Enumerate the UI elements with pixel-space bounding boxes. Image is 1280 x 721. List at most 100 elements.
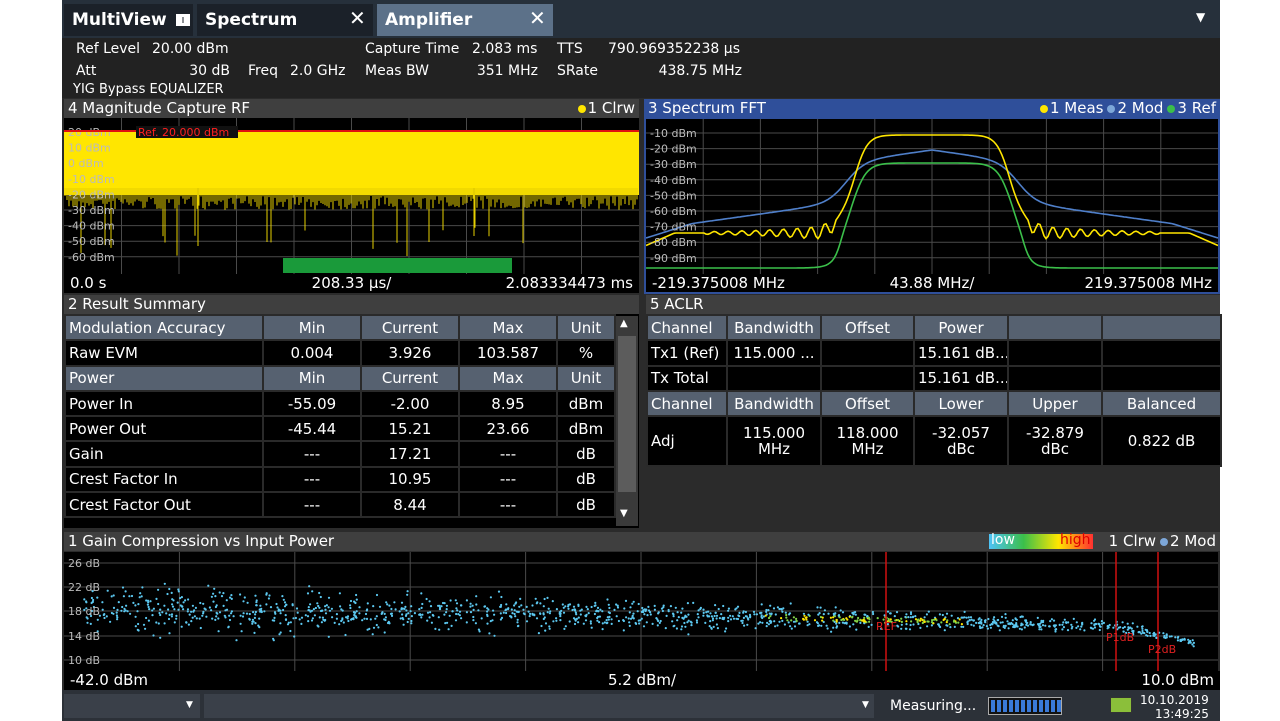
scatter-point bbox=[168, 632, 171, 635]
marker-label: P2dB bbox=[1148, 643, 1176, 656]
scatter-point bbox=[585, 605, 588, 608]
scatter-point bbox=[398, 610, 401, 613]
scatter-point bbox=[909, 623, 912, 627]
scroll-up[interactable]: ▲ bbox=[620, 318, 628, 329]
table-cell: dBm bbox=[556, 415, 616, 443]
scatter-point bbox=[917, 622, 920, 626]
scatter-point bbox=[773, 620, 776, 623]
scatter-point bbox=[998, 629, 1001, 632]
scatter-point bbox=[1015, 623, 1018, 626]
dropdown[interactable] bbox=[204, 694, 874, 718]
scatter-point bbox=[586, 608, 589, 611]
scatter-point bbox=[1122, 626, 1125, 630]
scatter-point bbox=[1094, 622, 1097, 626]
scatter-point bbox=[590, 605, 593, 609]
scatter-point bbox=[862, 618, 865, 621]
scatter-point bbox=[854, 611, 857, 614]
scatter-point bbox=[617, 619, 621, 623]
scatter-point bbox=[1054, 630, 1057, 633]
scatter-point bbox=[764, 614, 767, 617]
scatter-point bbox=[383, 631, 386, 634]
scatter-point bbox=[900, 620, 904, 623]
scatter-point bbox=[610, 618, 613, 621]
menu-arrow[interactable]: ▼ bbox=[1196, 10, 1206, 24]
scatter-point bbox=[834, 606, 837, 609]
scatter-point bbox=[1040, 621, 1043, 624]
scatter-point bbox=[98, 614, 101, 617]
scatter-point bbox=[505, 611, 508, 615]
scatter-point bbox=[456, 609, 459, 612]
scatter-point bbox=[640, 617, 643, 620]
dropdown[interactable] bbox=[64, 694, 200, 718]
scatter-point bbox=[1020, 624, 1023, 627]
scatter-point bbox=[657, 611, 660, 614]
scatter-point bbox=[837, 614, 840, 617]
scatter-point bbox=[248, 612, 251, 616]
scatter-point bbox=[403, 607, 406, 610]
scatter-point bbox=[428, 616, 431, 619]
scatter-point bbox=[674, 606, 677, 609]
tab-close[interactable]: ✕ bbox=[529, 6, 546, 30]
scatter-point bbox=[1187, 638, 1190, 641]
scatter-point bbox=[993, 619, 996, 622]
scatter-point bbox=[531, 612, 534, 615]
scatter-point bbox=[177, 608, 180, 611]
tab[interactable]: Amplifier ✕ bbox=[377, 4, 553, 36]
table-cell: Crest Factor Out bbox=[64, 491, 264, 519]
scatter-point bbox=[806, 620, 809, 623]
scatter-point bbox=[366, 628, 369, 631]
scatter-point bbox=[656, 618, 659, 621]
param-label: Freq bbox=[248, 63, 278, 79]
scatter-point bbox=[1006, 620, 1009, 623]
panel-title: 3 Spectrum FFT bbox=[648, 99, 766, 117]
scatter-point bbox=[325, 604, 328, 607]
scatter-point bbox=[157, 622, 160, 625]
scroll-down[interactable]: ▼ bbox=[620, 508, 628, 519]
scatter-point bbox=[260, 610, 263, 614]
scatter-point bbox=[500, 603, 503, 607]
table-cell: 3.926 bbox=[360, 339, 460, 367]
scatter-point bbox=[1067, 621, 1070, 624]
scatter-point bbox=[671, 612, 675, 615]
scatter-point bbox=[469, 602, 472, 605]
table-cell: Current bbox=[360, 364, 460, 392]
scatter-point bbox=[1002, 625, 1005, 629]
table-cell: --- bbox=[458, 491, 558, 519]
scatter-point bbox=[229, 612, 233, 615]
scatter-point bbox=[455, 612, 458, 616]
scatter-point bbox=[445, 604, 448, 607]
legend-entry: 1 Meas bbox=[1049, 99, 1104, 117]
scatter-point bbox=[243, 596, 246, 599]
param-label: SRate bbox=[557, 63, 598, 79]
scatter-point bbox=[89, 612, 92, 615]
scatter-point bbox=[139, 592, 142, 595]
scatter-point bbox=[1004, 616, 1007, 619]
y-tick-label: -30 dBm bbox=[650, 158, 697, 171]
scatter-point bbox=[999, 621, 1002, 624]
scatter-point bbox=[145, 616, 148, 620]
scatter-point bbox=[624, 599, 628, 602]
scatter-point bbox=[702, 608, 705, 611]
scatter-point bbox=[309, 610, 312, 613]
result-table: Modulation Accuracy Min Current Max Unit Raw … bbox=[64, 313, 616, 519]
scatter-point bbox=[187, 598, 190, 601]
tab-close[interactable]: ✕ bbox=[349, 6, 366, 30]
scatter-point bbox=[330, 607, 333, 610]
table-row: Modulation Accuracy Min Current Max Unit bbox=[64, 313, 616, 342]
scatter-point bbox=[279, 631, 282, 634]
tab[interactable]: MultiView bbox=[64, 4, 193, 36]
scatter-point bbox=[469, 611, 473, 614]
scatter-point bbox=[289, 629, 292, 633]
scatter-point bbox=[1125, 631, 1128, 634]
scatter-point bbox=[900, 623, 903, 626]
scatter-point bbox=[542, 613, 545, 616]
scatter-point bbox=[822, 613, 825, 616]
tab[interactable]: Spectrum ✕ bbox=[197, 4, 373, 36]
progress-segment bbox=[1015, 700, 1019, 712]
scatter-point bbox=[148, 608, 151, 611]
scatter-point bbox=[767, 623, 771, 626]
scatter-point bbox=[191, 604, 194, 607]
header-area bbox=[62, 38, 1220, 98]
scatter-point bbox=[715, 614, 719, 617]
table-cell: 15.21 bbox=[360, 415, 460, 443]
